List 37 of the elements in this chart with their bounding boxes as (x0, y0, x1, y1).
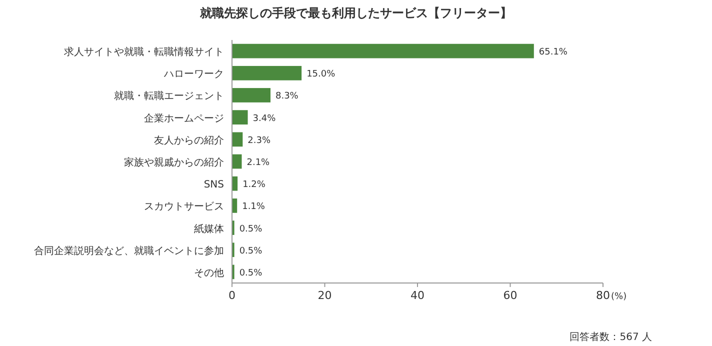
data-label: 15.0% (306, 70, 336, 80)
x-tick-label: 80 (596, 289, 610, 302)
x-tick-label: 20 (318, 289, 332, 302)
data-label: 2.1% (246, 158, 270, 168)
bar (232, 88, 270, 102)
x-axis-title: (%) (611, 292, 627, 302)
y-tick-label: その他 (194, 266, 224, 279)
data-label: 1.2% (242, 180, 266, 190)
chart-title: 就職先探しの手段で最も利用したサービス【フリーター】 (199, 6, 512, 20)
data-label: 3.4% (252, 114, 276, 124)
data-label: 2.3% (248, 136, 271, 146)
y-tick-label: 友人からの紹介 (154, 134, 224, 146)
y-tick-label: 企業ホームページ (144, 112, 224, 124)
y-tick-label: ハローワーク (163, 69, 224, 80)
bar (232, 66, 302, 80)
bar (232, 44, 534, 58)
x-tick-label: 40 (410, 289, 424, 302)
y-tick-label: 合同企業説明会など、就職イベントに参加 (34, 244, 224, 257)
data-label: 0.5% (239, 268, 263, 278)
text: 回答者数：567 人 (570, 331, 652, 343)
x-tick-label: 60 (503, 289, 518, 302)
y-tick-label: スカウトサービス (144, 202, 224, 213)
data-label: 1.1% (242, 202, 266, 212)
bar (232, 176, 238, 191)
bar (232, 132, 243, 147)
data-label: 8.3% (275, 92, 299, 102)
data-label: 0.5% (239, 224, 263, 234)
y-tick-label: 求人サイトや就職・転職情報サイト (64, 46, 224, 58)
y-tick-label: 紙媒体 (194, 222, 224, 235)
y-tick-label: 家族や親戚からの紹介 (124, 156, 224, 168)
y-tick-label: SNS (204, 180, 224, 191)
data-label: 0.5% (239, 246, 263, 256)
data-label: 65.1% (538, 48, 568, 58)
x-tick-label: 0 (228, 289, 236, 302)
y-tick-label: 就職・転職エージェント (114, 90, 224, 102)
bar (232, 110, 248, 124)
bar (232, 154, 242, 169)
